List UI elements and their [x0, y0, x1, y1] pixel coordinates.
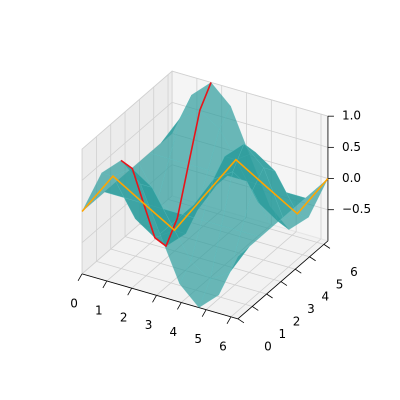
tick-mark: [226, 316, 232, 325]
surface-patch: [218, 246, 250, 296]
tick-mark: [309, 256, 316, 262]
x-axis: [81, 273, 239, 320]
tick-mark: [252, 306, 259, 311]
x-tick-label: 3: [145, 318, 153, 332]
grid-line: [81, 70, 173, 150]
grid-line: [230, 238, 322, 318]
y-tick-label: 2: [293, 315, 301, 329]
grid-line: [205, 231, 297, 310]
tick-mark: [77, 273, 83, 282]
x-tick-label: 4: [170, 325, 178, 339]
y-tick-label: 5: [336, 277, 344, 291]
tick-mark: [127, 287, 133, 296]
tick-mark: [266, 293, 273, 299]
tick-mark: [201, 309, 207, 317]
x-tick-label: 1: [95, 303, 103, 317]
tick-mark: [295, 268, 302, 274]
surface-patch: [232, 143, 264, 191]
grid-line: [81, 102, 173, 181]
z-tick-label: 0.5: [342, 140, 361, 154]
z-tick-label: −0.5: [342, 202, 371, 216]
z-tick-label: 1.0: [342, 109, 361, 123]
grid-line: [171, 70, 329, 117]
x-tick-label: 5: [194, 332, 202, 346]
y-tick-label: 0: [264, 339, 272, 353]
tick-mark: [102, 280, 108, 289]
z-tick-label: 0.0: [342, 171, 361, 185]
tick-mark: [237, 318, 245, 324]
y-axis: [237, 240, 329, 320]
tick-mark: [280, 281, 288, 286]
x-tick-label: 6: [219, 339, 227, 353]
curve: [81, 158, 329, 232]
tick-mark: [152, 295, 157, 303]
grid-line: [96, 261, 253, 307]
x-tick-label: 0: [70, 296, 78, 310]
y-tick-label: 6: [350, 265, 358, 279]
y-tick-label: 3: [307, 302, 315, 316]
tick-mark: [176, 302, 182, 310]
y-tick-label: 4: [321, 290, 329, 304]
y-tick-label: 1: [278, 327, 286, 341]
x-tick-label: 2: [120, 311, 128, 325]
tick-mark: [323, 244, 331, 249]
curve: [120, 82, 212, 248]
